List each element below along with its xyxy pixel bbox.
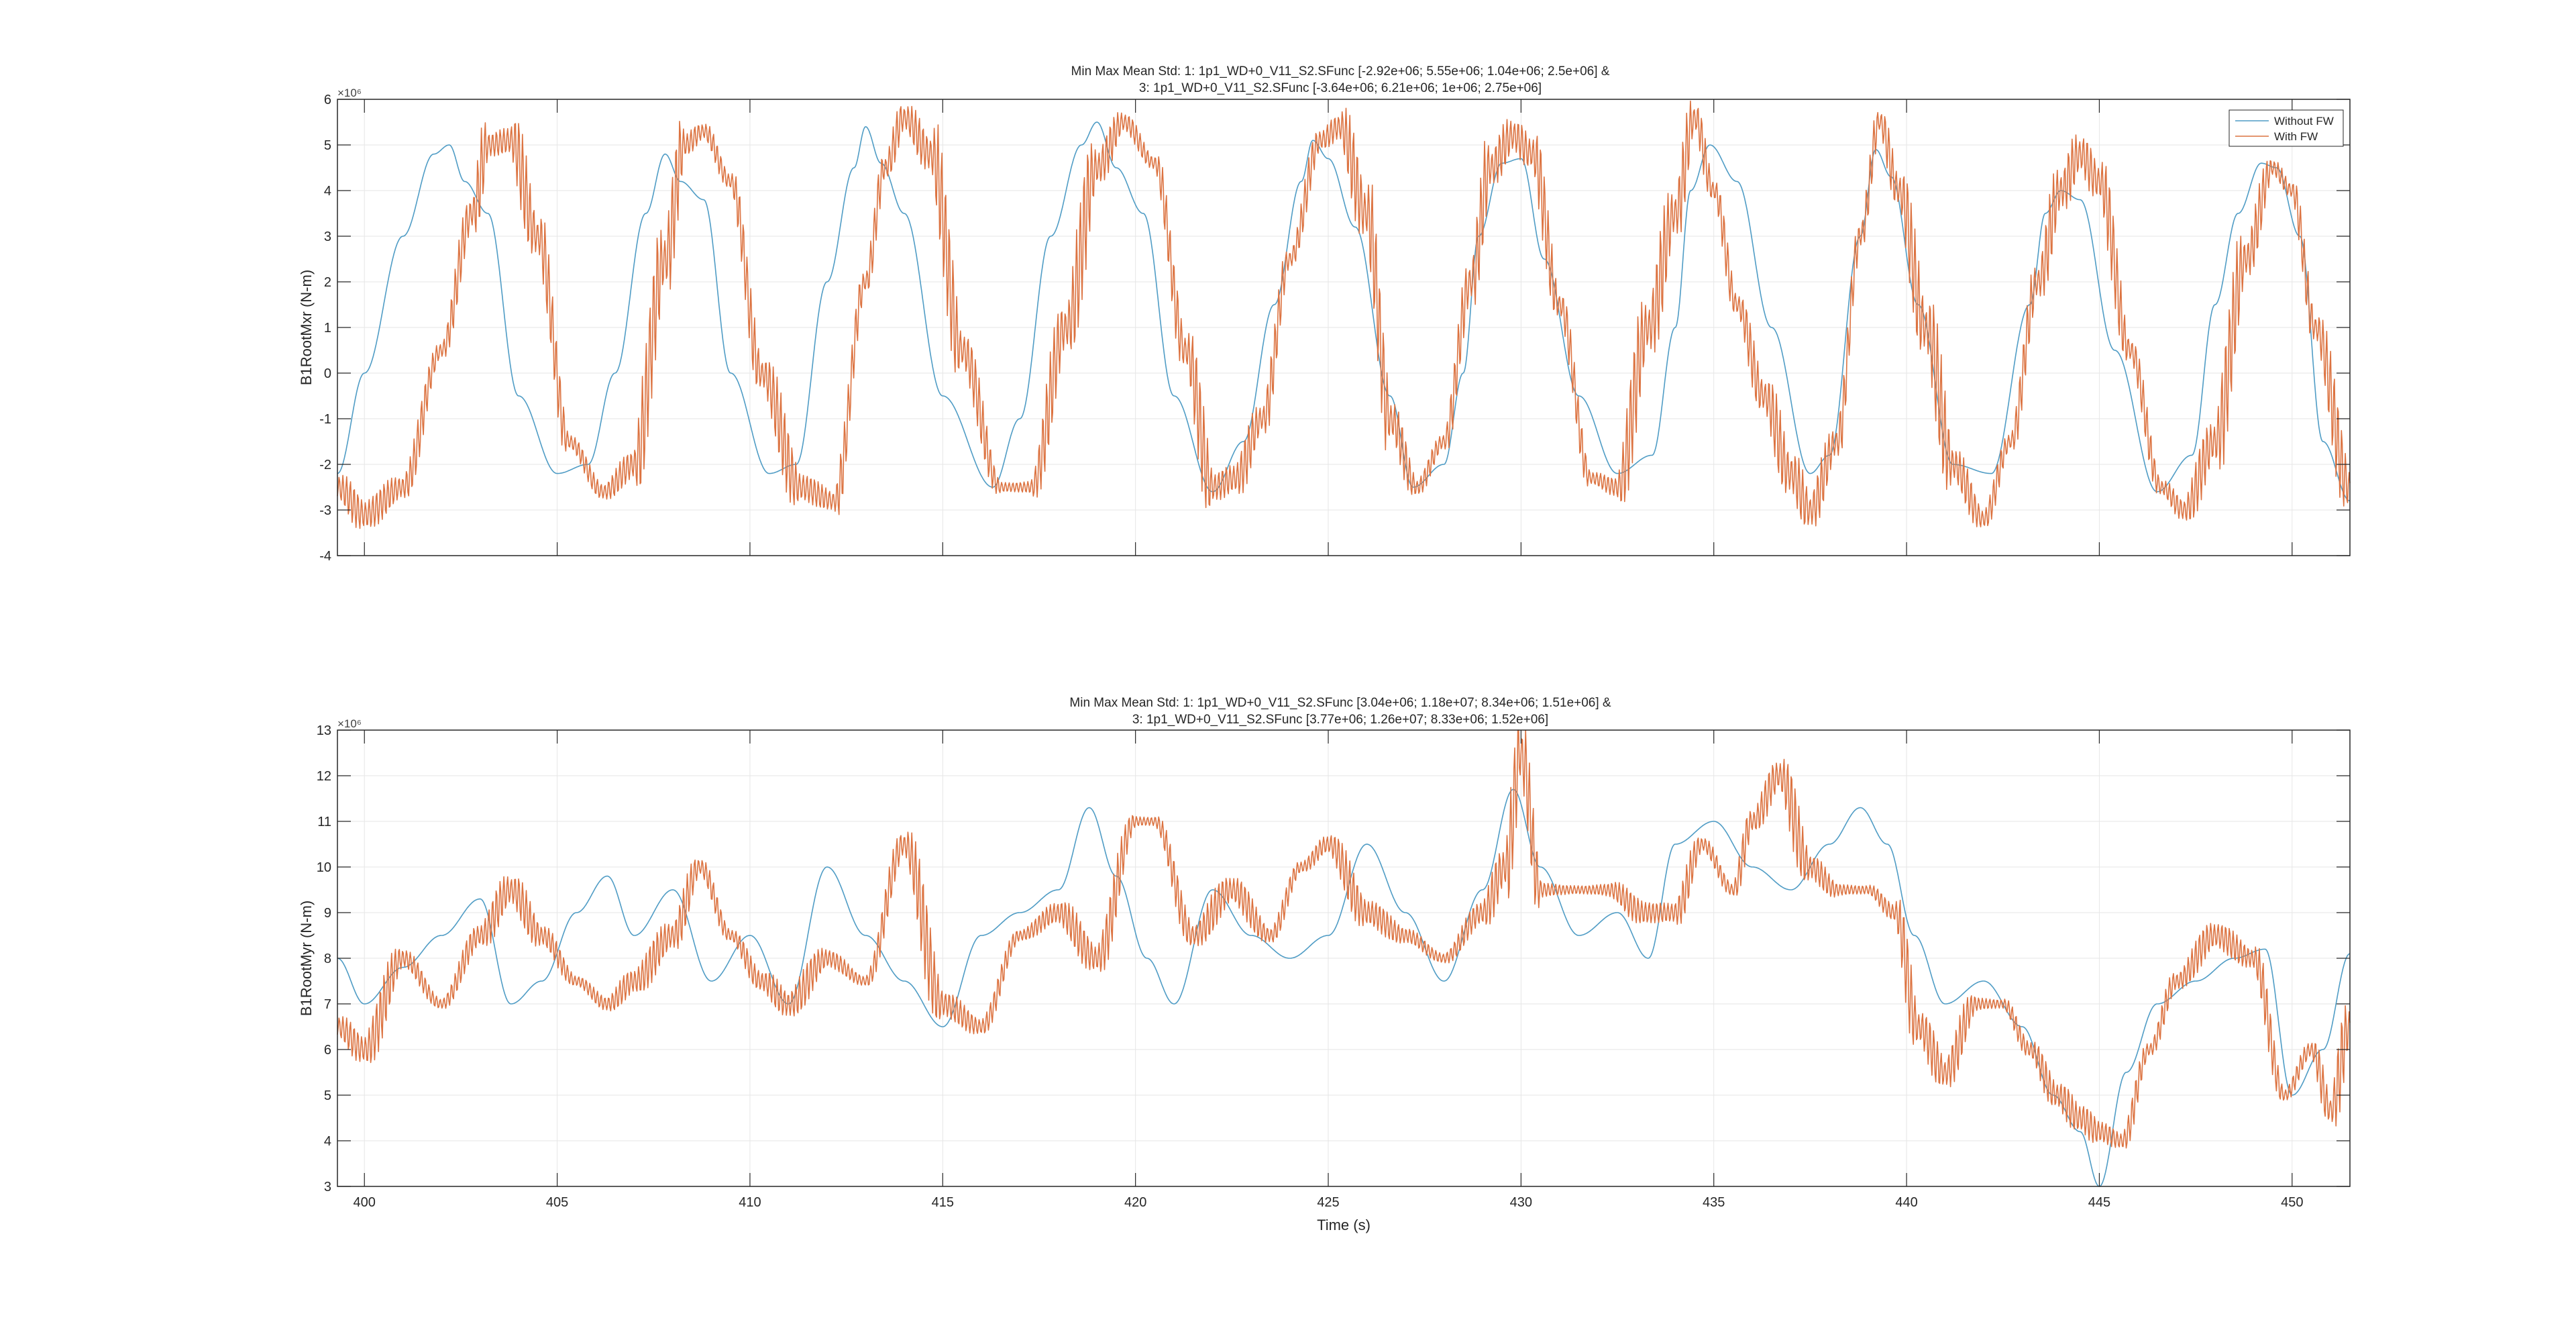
x-tick-label: 445: [2088, 1195, 2110, 1210]
bottom-title-line1: Min Max Mean Std: 1: 1p1_WD+0_V11_S2.SFu…: [1069, 696, 1611, 710]
y-tick-label: 3: [324, 229, 331, 244]
x-tick-label: 440: [1895, 1195, 1917, 1210]
legend: Without FW With FW: [2229, 109, 2344, 147]
y-tick-label: 4: [324, 1134, 331, 1149]
y-tick-label: -3: [319, 503, 331, 518]
y-tick-label: 13: [317, 723, 331, 738]
x-tick-label: 450: [2281, 1195, 2303, 1210]
y-tick-label: 5: [324, 138, 331, 153]
y-tick-label: 8: [324, 952, 331, 966]
y-tick-label: 10: [317, 860, 331, 875]
x-tick-label: 435: [1703, 1195, 1725, 1210]
y-tick-label: 5: [324, 1088, 331, 1103]
top-title-line1: Min Max Mean Std: 1: 1p1_WD+0_V11_S2.SFu…: [1071, 64, 1610, 79]
top-axes: Min Max Mean Std: 1: 1p1_WD+0_V11_S2.SFu…: [298, 64, 2351, 564]
x-tick-label: 430: [1510, 1195, 1532, 1210]
x-tick-label: 410: [739, 1195, 761, 1210]
x-tick-label: 420: [1124, 1195, 1146, 1210]
top-y-label: B1RootMxr (N-m): [298, 270, 315, 385]
bottom-ticks: 400 405 410 415 420 425 430 435 440 445 450 3 4 5 6 7 8 9…: [317, 723, 2350, 1210]
top-ticks: -4 -3 -2 -1 0 1 2 3 4 5 6: [319, 93, 2350, 564]
x-tick-label: 405: [546, 1195, 568, 1210]
bottom-series: [337, 729, 2351, 1187]
y-tick-label: 4: [324, 184, 331, 199]
y-tick-label: 12: [317, 769, 331, 784]
bottom-y-label: B1RootMyr (N-m): [298, 901, 315, 1016]
bottom-axes: Min Max Mean Std: 1: 1p1_WD+0_V11_S2.SFu…: [298, 696, 2351, 1233]
legend-box: [2229, 109, 2344, 147]
top-series: [337, 100, 2351, 529]
bottom-title-line2: 3: 1p1_WD+0_V11_S2.SFunc [3.77e+06; 1.26…: [1132, 713, 1548, 727]
bottom-y-exponent: ×10⁶: [337, 717, 362, 730]
bottom-x-label: Time (s): [1317, 1217, 1371, 1233]
series-line-without-fw: [337, 788, 2351, 1187]
y-tick-label: -2: [319, 458, 331, 472]
top-title-line2: 3: 1p1_WD+0_V11_S2.SFunc [-3.64e+06; 6.2…: [1139, 81, 1542, 95]
x-tick-label: 425: [1317, 1195, 1339, 1210]
y-tick-label: -4: [319, 549, 331, 564]
y-tick-label: 6: [324, 1043, 331, 1058]
top-y-exponent: ×10⁶: [337, 87, 362, 99]
y-tick-label: 11: [317, 815, 331, 829]
series-line-with-fw: [337, 100, 2351, 529]
y-tick-label: 3: [324, 1180, 331, 1194]
legend-label-without-fw: Without FW: [2274, 115, 2334, 127]
x-tick-label: 400: [354, 1195, 376, 1210]
y-tick-label: 7: [324, 997, 331, 1012]
y-tick-label: 1: [324, 321, 331, 336]
legend-label-with-fw: With FW: [2274, 130, 2318, 143]
y-tick-label: 6: [324, 93, 331, 107]
y-tick-label: 0: [324, 366, 331, 381]
y-tick-label: -1: [319, 412, 331, 427]
y-tick-label: 9: [324, 906, 331, 921]
series-line-with-fw: [337, 729, 2351, 1149]
series-line-without-fw: [337, 121, 2351, 502]
x-tick-label: 415: [932, 1195, 954, 1210]
y-tick-label: 2: [324, 275, 331, 290]
